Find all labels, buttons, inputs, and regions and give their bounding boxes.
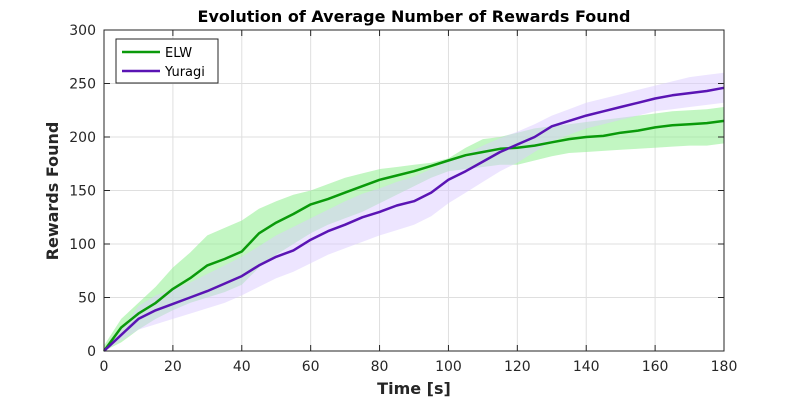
legend-label-elw: ELW [165,46,192,61]
series-line-elw [102,119,725,352]
x-axis-label: Time [s] [377,379,451,398]
y-tick-label: 0 [87,344,96,360]
series-band-elw [104,107,724,351]
series-band-yuragi [104,72,724,352]
x-tick-label: 140 [573,359,600,375]
x-tick-label: 180 [711,359,738,375]
x-tick-label: 80 [371,359,389,375]
y-axis-label: Rewards Found [43,122,62,261]
y-tick-label: 200 [69,130,96,146]
chart-title: Evolution of Average Number of Rewards F… [198,7,631,26]
y-tick-label: 100 [69,237,96,253]
x-tick-label: 100 [435,359,462,375]
y-tick-label: 150 [69,184,96,200]
x-tick-label: 120 [504,359,531,375]
x-tick-label: 160 [642,359,669,375]
y-tick-label: 50 [78,291,96,307]
x-tick-label: 60 [302,359,320,375]
x-tick-label: 20 [164,359,182,375]
series-line-yuragi [103,86,725,352]
legend-label-yuragi: Yuragi [164,65,205,80]
y-tick-label: 250 [69,77,96,93]
y-tick-label: 300 [69,23,96,39]
legend-box [115,38,219,84]
plot-area: 0 20 40 60 80 100 120 140 160 180 0 50 100 150 200 250 3… [69,23,737,375]
x-tick-label: 0 [100,359,109,375]
x-tick-label: 40 [233,359,251,375]
